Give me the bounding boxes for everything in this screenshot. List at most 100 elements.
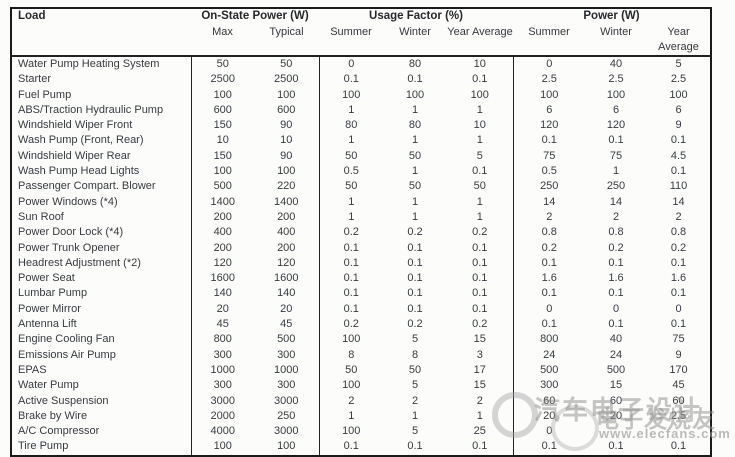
- value-cell: 1400: [190, 194, 254, 210]
- load-cell: Wash Pump (Front, Rear): [18, 134, 144, 147]
- value-cell: 2: [476, 394, 483, 407]
- table-row: Headrest Adjustment (*2) 120 120 0.1 0.1 0.1 0…: [11, 255, 711, 272]
- sub-header-row: Max Typical Summer Winter Year Average S…: [11, 25, 711, 57]
- value-cell: 20: [609, 409, 623, 422]
- value-cell: 500: [606, 363, 626, 376]
- value-cell: 0.2: [512, 240, 585, 256]
- value-cell: 1.6: [670, 272, 687, 285]
- load-cell: Water Pump: [18, 379, 79, 392]
- load-cell: Starter: [18, 73, 52, 86]
- value-cell: 1: [476, 134, 483, 147]
- value-cell: 200: [277, 241, 296, 254]
- value-cell: 50: [318, 148, 383, 165]
- value-cell: 0.1: [670, 165, 687, 178]
- value-cell: 0.1: [670, 256, 687, 269]
- value-cell: 0.1: [512, 286, 585, 302]
- value-cell: 200: [190, 209, 254, 226]
- value-cell: 1400: [274, 195, 299, 208]
- value-cell: 24: [609, 348, 623, 361]
- value-cell: 150: [190, 148, 254, 165]
- value-cell: 0: [512, 301, 585, 318]
- value-cell: 75: [609, 149, 623, 162]
- load-cell: EPAS: [18, 363, 47, 376]
- value-cell: 0.1: [407, 73, 423, 86]
- value-cell: [585, 424, 647, 439]
- value-cell: 0: [512, 424, 585, 440]
- value-cell: 300: [190, 347, 254, 363]
- group-header-on-state-power: On-State Power (W): [201, 10, 309, 22]
- table-row: Engine Cooling Fan 800 500 100 5 15 800 40 75: [11, 332, 711, 348]
- value-cell: 0.2: [670, 241, 687, 254]
- value-cell: 0.2: [608, 241, 624, 254]
- value-cell: 9: [675, 119, 682, 132]
- value-cell: 0: [675, 302, 682, 315]
- value-cell: 100: [318, 424, 383, 440]
- column-header-load: Load: [11, 8, 191, 57]
- value-cell: 2500: [190, 72, 254, 88]
- value-cell: 300: [190, 378, 254, 394]
- load-cell: Power Trunk Opener: [18, 241, 120, 254]
- value-cell: 3000: [274, 394, 299, 407]
- value-cell: 50: [280, 58, 293, 70]
- value-cell: 50: [318, 179, 383, 195]
- value-cell: 300: [512, 378, 585, 394]
- table-row: A/C Compressor 4000 3000 100 5 25 0: [11, 424, 711, 440]
- value-cell: 17: [473, 363, 486, 376]
- value-cell: 0.1: [318, 255, 383, 272]
- value-cell: 100: [512, 87, 585, 103]
- value-cell: 14: [609, 195, 623, 208]
- value-cell: 1: [411, 210, 419, 223]
- table-row: EPAS 1000 1000 50 50 17 500 500 170: [11, 362, 711, 379]
- table-row: ABS/Traction Hydraulic Pump 600 600 1 1 1 6 6 6: [11, 102, 711, 119]
- value-cell: 50: [190, 56, 254, 73]
- value-cell: 0.1: [407, 256, 423, 269]
- value-cell: 120: [606, 119, 626, 132]
- column-header-uf-summer: Summer: [319, 25, 383, 57]
- value-cell: 75: [672, 333, 685, 346]
- value-cell: 0.8: [670, 226, 687, 239]
- table-row: Fuel Pump 100 100 100 100 100 100 100 100: [11, 87, 711, 103]
- value-cell: 300: [277, 379, 296, 392]
- value-cell: 1: [411, 134, 419, 147]
- value-cell: 50: [473, 180, 486, 193]
- value-cell: 2.5: [670, 409, 687, 422]
- value-cell: 0.1: [670, 318, 687, 331]
- load-cell: Passenger Compart. Blower: [18, 180, 156, 193]
- value-cell: 2: [675, 210, 682, 223]
- value-cell: 60: [672, 394, 685, 407]
- value-cell: 2.5: [670, 73, 687, 86]
- load-cell: Emissions Air Pump: [18, 348, 116, 361]
- vehicle-loads-table: Load On-State Power (W) Usage Factor (%)…: [10, 7, 712, 457]
- value-cell: 100: [318, 378, 383, 394]
- value-cell: 0.1: [608, 256, 624, 269]
- value-cell: 0.2: [472, 226, 488, 239]
- value-cell: 100: [606, 88, 626, 101]
- value-cell: 10: [280, 134, 293, 147]
- value-cell: 25: [473, 425, 486, 438]
- table-row: Windshield Wiper Rear 150 90 50 50 5 75 75 4.5: [11, 148, 711, 165]
- value-cell: 120: [277, 256, 296, 269]
- load-cell: Tire Pump: [18, 440, 69, 453]
- value-cell: 5: [411, 425, 419, 438]
- value-cell: 0.1: [472, 440, 488, 453]
- value-cell: 0.1: [512, 439, 585, 456]
- table-row: Brake by Wire 2000 250 1 1 1 20 20 2.5: [11, 408, 711, 425]
- value-cell: 40: [609, 333, 623, 346]
- value-cell: 8: [411, 348, 419, 361]
- value-cell: 20: [280, 302, 293, 315]
- table-row: Wash Pump (Front, Rear) 10 10 1 1 1 0.1 0.1 0.1: [11, 133, 711, 149]
- load-cell: Fuel Pump: [18, 88, 72, 101]
- value-cell: 0.1: [608, 318, 624, 331]
- load-cell: Sun Roof: [18, 210, 64, 223]
- value-cell: 60: [512, 393, 585, 409]
- value-cell: 2000: [190, 408, 254, 425]
- value-cell: 5: [411, 333, 419, 346]
- value-cell: 0.1: [608, 287, 624, 300]
- loads-table-container: Load On-State Power (W) Usage Factor (%)…: [10, 7, 712, 457]
- value-cell: 45: [280, 318, 293, 331]
- value-cell: 1: [476, 195, 483, 208]
- value-cell: 2: [411, 394, 419, 407]
- value-cell: 2: [612, 210, 620, 223]
- value-cell: 0.2: [407, 226, 423, 239]
- table-row: Power Windows (*4) 1400 1400 1 1 1 14 14 14: [11, 194, 711, 210]
